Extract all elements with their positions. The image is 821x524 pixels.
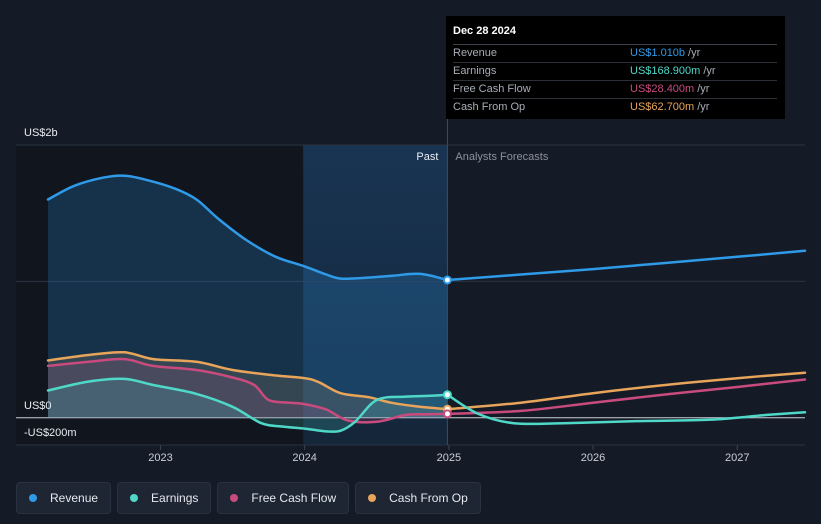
legend-label: Cash From Op [389,491,468,505]
legend-dot-icon [368,494,377,502]
legend-label: Revenue [50,491,99,505]
legend-label: Free Cash Flow [251,491,337,505]
legend: Revenue Earnings Free Cash Flow Cash From O… [16,482,481,514]
tooltip-row-free-cash-flow: Free Cash Flow US$28.400m/yr [453,81,777,99]
legend-item-revenue[interactable]: Revenue [16,482,112,514]
financial-chart: US$2b US$0 -US$200m Past Analysts Foreca… [16,119,807,464]
free-cash-flow-area [48,358,448,423]
revenue-marker[interactable] [442,275,452,285]
tooltip-row-unit: /yr [703,65,716,77]
tooltip-row-label: Earnings [453,65,497,77]
past-label: Past [416,151,438,163]
tooltip-row-value: US$1.010b [630,47,686,59]
tooltip-row-label: Free Cash Flow [453,83,531,95]
tooltip-row-cash-from-op: Cash From Op US$62.700m/yr [453,99,777,116]
earnings-line-past [46,377,449,434]
tooltip-row-label: Cash From Op [453,101,526,113]
free-cash-flow-marker[interactable] [442,409,452,419]
x-tick-label-2023: 2023 [148,452,172,464]
earnings-line-forecast [446,393,807,426]
x-tick-label-2025: 2025 [437,452,461,464]
x-tick-label-2027: 2027 [725,452,749,464]
tooltip-row-unit: /yr [688,47,701,59]
tooltip-row-value: US$168.900m [630,65,701,77]
y-axis-top-label: US$2b [24,127,58,139]
earnings-area [48,378,448,432]
gridlines [16,144,805,446]
legend-dot-icon [130,494,139,502]
x-axis-ticks: 2023 2024 2025 2026 2027 [148,445,749,464]
earnings-marker[interactable] [442,390,452,400]
legend-label: Earnings [151,491,199,505]
revenue-line-forecast [446,249,807,282]
cash-from-op-line-past [46,350,449,411]
tooltip: Dec 28 2024 Revenue US$1.010b/yr Earnings U… [446,16,785,119]
legend-item-cash-from-op[interactable]: Cash From Op [355,482,481,514]
legend-dot-icon [29,494,37,502]
y-axis-zero-label: US$0 [24,400,52,412]
x-tick-label-2026: 2026 [581,452,605,464]
legend-dot-icon [230,494,239,502]
tooltip-row-value: US$28.400m [630,83,695,95]
cash-from-op-area [48,352,448,418]
free-cash-flow-line-forecast [446,378,807,416]
tooltip-row-value: US$62.700m [630,101,695,113]
tooltip-date: Dec 28 2024 [453,24,777,45]
tooltip-row-revenue: Revenue US$1.010b/yr [453,45,777,63]
revenue-line-past [46,174,449,282]
y-axis-bottom-label: -US$200m [24,427,77,439]
x-tick-label-2024: 2024 [292,452,316,464]
forecast-label: Analysts Forecasts [455,151,548,163]
tooltip-row-earnings: Earnings US$168.900m/yr [453,63,777,81]
free-cash-flow-line-past [46,357,449,424]
cash-from-op-line-forecast [446,371,807,411]
legend-item-free-cash-flow[interactable]: Free Cash Flow [217,482,350,514]
legend-item-earnings[interactable]: Earnings [117,482,212,514]
tooltip-row-unit: /yr [697,101,710,113]
tooltip-row-label: Revenue [453,47,498,59]
tooltip-row-unit: /yr [697,83,710,95]
